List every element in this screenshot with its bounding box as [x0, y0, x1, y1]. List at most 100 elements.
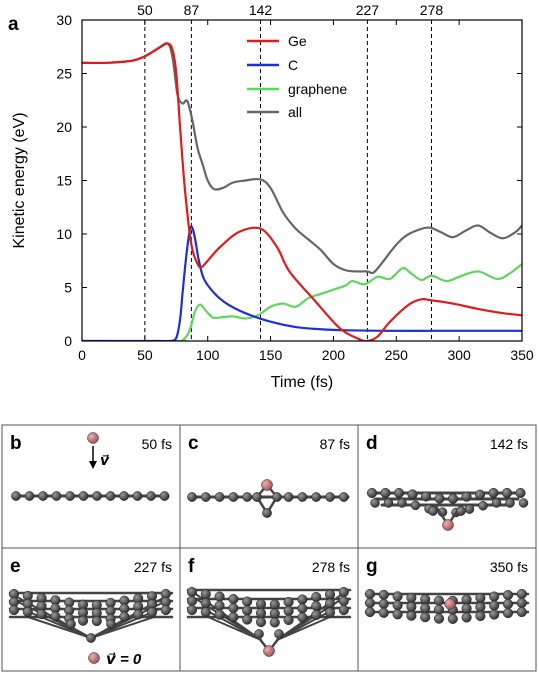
- c-atom: [378, 598, 389, 609]
- panel-g: g 350 fs: [364, 556, 530, 624]
- c-atom: [133, 609, 144, 620]
- panel-time: 142 fs: [490, 436, 528, 452]
- y-tick-label: 30: [56, 12, 72, 28]
- c-atom: [420, 612, 431, 623]
- c-atom: [132, 491, 143, 501]
- c-atom: [283, 614, 294, 626]
- plot-frame: [81, 19, 523, 342]
- snapshot-panels: b 50 fs v⃗ c 87 fs d 142 fs e 227 fs v⃗ = 0 f 278 f…: [1, 424, 537, 672]
- c-atom: [474, 489, 486, 500]
- c-atom: [461, 612, 472, 623]
- c-atom: [214, 492, 225, 502]
- y-tick-label: 15: [56, 173, 72, 189]
- c-atom: [252, 492, 262, 502]
- c-atom: [214, 600, 225, 611]
- c-atom: [324, 589, 336, 600]
- c-atom: [410, 500, 421, 511]
- c-atom: [187, 492, 197, 502]
- c-atom: [433, 604, 445, 615]
- c-atom: [447, 493, 459, 504]
- c-atom: [8, 604, 20, 616]
- c-atom: [242, 596, 253, 607]
- c-atom: [420, 594, 431, 605]
- c-atom: [22, 606, 33, 617]
- c-atom: [50, 611, 61, 622]
- c-atom: [255, 599, 267, 610]
- c-atom: [242, 492, 253, 502]
- c-atom: [489, 591, 500, 602]
- c-atom: [502, 590, 514, 601]
- x-tick-label: 200: [322, 347, 346, 363]
- panel-time: 50 fs: [142, 436, 172, 452]
- c-atom: [461, 603, 472, 614]
- c-atom: [489, 609, 500, 620]
- c-atom: [186, 586, 198, 598]
- y-tick-label: 10: [56, 226, 72, 242]
- c-atom: [502, 608, 514, 619]
- c-atom: [380, 487, 391, 499]
- c-atom: [297, 492, 308, 502]
- top-tick-label: 87: [184, 2, 200, 18]
- c-atom: [297, 594, 308, 605]
- c-atom: [456, 506, 466, 516]
- c-atom: [407, 489, 418, 500]
- c-atom: [464, 504, 475, 514]
- c-atom: [475, 601, 486, 613]
- c-atom: [242, 614, 253, 625]
- c-atom: [311, 600, 322, 612]
- c-atom: [420, 491, 432, 502]
- x-tick-label: 250: [385, 347, 409, 363]
- series-line-Ge: [82, 42, 522, 341]
- c-atom: [242, 605, 253, 616]
- c-atom: [338, 492, 349, 502]
- c-atom: [370, 498, 380, 508]
- panel-c: c 87 fs: [187, 433, 350, 518]
- c-atom: [489, 600, 500, 611]
- c-atom: [283, 492, 294, 502]
- ge-atom: [87, 432, 99, 444]
- c-atom: [200, 492, 211, 502]
- panel-e: e 227 fs v⃗ = 0: [8, 556, 174, 668]
- c-atom: [200, 589, 211, 600]
- ge-atom: [442, 519, 454, 531]
- c-atom: [392, 591, 403, 602]
- y-axis-label: Kinetic energy (eV): [11, 112, 28, 248]
- c-atom: [478, 501, 488, 511]
- c-atom: [228, 594, 239, 605]
- c-atom: [92, 491, 102, 501]
- c-atom: [366, 487, 378, 499]
- legend-label-graphene: graphene: [288, 81, 347, 97]
- y-tick-label: 20: [56, 119, 72, 135]
- ge-atom: [444, 598, 456, 610]
- panel-a-label: a: [8, 14, 19, 35]
- c-atom: [338, 604, 349, 616]
- c-atom: [228, 492, 239, 502]
- c-atom: [24, 491, 35, 501]
- c-atom: [311, 591, 322, 603]
- panel-label: c: [188, 433, 199, 454]
- panel-time: 350 fs: [490, 559, 528, 575]
- c-atom: [11, 491, 21, 501]
- c-atom: [325, 492, 335, 502]
- c-atom: [38, 491, 48, 501]
- x-tick-label: 150: [259, 347, 283, 363]
- c-atom: [159, 491, 170, 501]
- ge-atom: [263, 645, 275, 657]
- c-atom: [447, 613, 458, 624]
- c-atom: [433, 595, 445, 606]
- c-atom: [200, 598, 211, 609]
- c-atom: [146, 491, 156, 501]
- c-atom: [51, 491, 62, 501]
- c-atom: [66, 619, 76, 629]
- c-atom: [269, 617, 280, 628]
- bond: [27, 616, 92, 639]
- c-atom: [420, 603, 431, 614]
- c-atom: [502, 599, 514, 610]
- panel-label: g: [366, 556, 378, 577]
- c-atom: [518, 498, 529, 508]
- bond: [207, 616, 262, 641]
- c-atom: [505, 498, 515, 508]
- c-atom: [272, 492, 282, 502]
